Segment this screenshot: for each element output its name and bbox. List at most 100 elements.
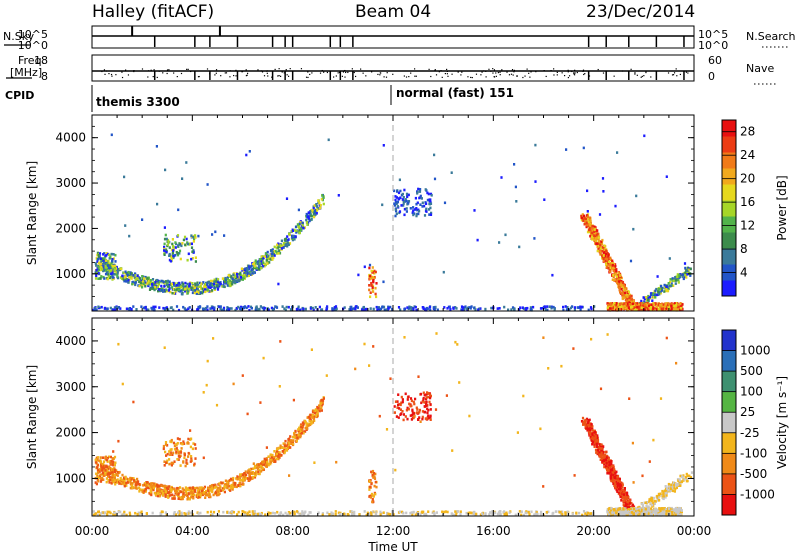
nave-dot bbox=[582, 70, 584, 72]
scatter-cell bbox=[288, 441, 291, 445]
scatter-cell bbox=[315, 205, 319, 208]
scatter-cell bbox=[677, 479, 680, 482]
scatter-cell bbox=[302, 309, 305, 312]
scatter-cell bbox=[352, 307, 355, 310]
nave-dot bbox=[385, 76, 388, 78]
scatter-cell bbox=[397, 393, 400, 396]
scatter-cell bbox=[660, 307, 663, 311]
scatter-cell bbox=[139, 281, 142, 285]
scatter-cell bbox=[247, 274, 250, 277]
scatter-cell bbox=[112, 473, 115, 477]
scatter-cell bbox=[313, 409, 316, 413]
scatter-cell bbox=[628, 296, 631, 300]
nave-dot bbox=[360, 68, 362, 70]
nave-dot bbox=[289, 68, 291, 70]
scatter-cell bbox=[105, 469, 108, 472]
scatter-cell bbox=[667, 482, 670, 486]
scatter-cell bbox=[109, 455, 112, 459]
scatter-cell bbox=[317, 408, 320, 412]
scatter-cell bbox=[280, 247, 283, 250]
nave-dot bbox=[152, 75, 154, 78]
scatter-cell bbox=[96, 463, 99, 467]
scatter-cell bbox=[108, 475, 111, 479]
scatter-cell bbox=[284, 308, 287, 312]
scatter-cell bbox=[213, 306, 216, 309]
nave-dot bbox=[528, 72, 530, 74]
scatter-cell bbox=[684, 266, 687, 270]
scatter-cell bbox=[659, 306, 662, 309]
scatter-cell bbox=[424, 308, 427, 311]
scatter-cell bbox=[99, 257, 102, 260]
scatter-cell bbox=[239, 484, 242, 488]
nave-dot bbox=[573, 73, 575, 75]
scatter-cell bbox=[416, 201, 419, 205]
scatter-cell bbox=[412, 400, 415, 404]
nave-dot bbox=[229, 76, 231, 78]
scatter-cell bbox=[369, 291, 372, 294]
scatter-cell bbox=[151, 278, 155, 281]
scatter-cell bbox=[146, 277, 149, 280]
scatter-cell bbox=[101, 476, 104, 480]
scatter-cell bbox=[250, 306, 253, 310]
nave-dot bbox=[405, 76, 408, 78]
scatter-cell bbox=[546, 305, 549, 308]
scatter-cell bbox=[157, 492, 160, 496]
scatter-cell bbox=[672, 279, 675, 283]
scatter-cell bbox=[665, 285, 668, 288]
scatter-cell bbox=[562, 305, 565, 309]
scatter-cell bbox=[157, 484, 160, 487]
scatter-cell bbox=[420, 401, 423, 405]
scatter-cell bbox=[312, 308, 315, 312]
scatter-cell bbox=[585, 221, 588, 225]
scatter-cell bbox=[171, 238, 174, 241]
scatter-cell bbox=[181, 494, 185, 497]
nave-dot bbox=[158, 70, 160, 72]
scatter-cell bbox=[232, 273, 235, 277]
nave-dot bbox=[553, 74, 555, 76]
scatter-cell bbox=[163, 285, 166, 288]
nave-dot bbox=[602, 72, 605, 74]
scatter-cell bbox=[163, 247, 166, 251]
scatter-cell bbox=[585, 417, 589, 421]
scatter-cell bbox=[644, 306, 647, 309]
scatter-cell bbox=[597, 244, 600, 247]
scatter-cell bbox=[100, 262, 103, 266]
scatter-cell bbox=[611, 278, 614, 281]
scatter-cell bbox=[121, 478, 124, 482]
scatter-cell bbox=[676, 306, 679, 309]
scatter-cell bbox=[618, 491, 621, 495]
scatter-cell bbox=[375, 282, 378, 285]
scatter-cell bbox=[602, 459, 605, 462]
scatter-cell bbox=[641, 504, 644, 507]
scatter-cell bbox=[268, 261, 271, 264]
nave-dot bbox=[640, 76, 642, 78]
scatter-cell bbox=[177, 491, 181, 495]
nsearch-tick-bottom: 10^0 bbox=[698, 39, 728, 52]
scatter-cell bbox=[275, 450, 278, 454]
scatter-cell bbox=[129, 486, 132, 490]
nave-dot bbox=[127, 74, 130, 76]
scatter-cell bbox=[395, 415, 398, 418]
scatter-cell bbox=[314, 306, 317, 309]
scatter-cell bbox=[202, 492, 205, 496]
nave-dot bbox=[186, 68, 188, 70]
scatter-cell bbox=[427, 392, 430, 395]
scatter-cell bbox=[605, 456, 608, 459]
scatter-cell bbox=[192, 251, 195, 254]
scatter-cell bbox=[176, 253, 180, 257]
nave-dot bbox=[377, 73, 379, 76]
scatter-cell bbox=[614, 471, 617, 475]
scatter-cell bbox=[625, 503, 628, 506]
scatter-cell bbox=[255, 463, 259, 467]
cpid-label: CPID bbox=[5, 89, 34, 102]
scatter-cell bbox=[179, 284, 182, 287]
scatter-cell bbox=[410, 306, 413, 309]
scatter-cell bbox=[591, 238, 594, 241]
scatter-cell bbox=[199, 494, 202, 497]
nave-dot bbox=[386, 72, 388, 74]
scatter-cell bbox=[619, 284, 622, 288]
scatter-cell bbox=[675, 302, 678, 305]
scatter-cell bbox=[225, 308, 229, 312]
scatter-cell bbox=[272, 250, 275, 253]
scatter-cell bbox=[610, 304, 613, 308]
